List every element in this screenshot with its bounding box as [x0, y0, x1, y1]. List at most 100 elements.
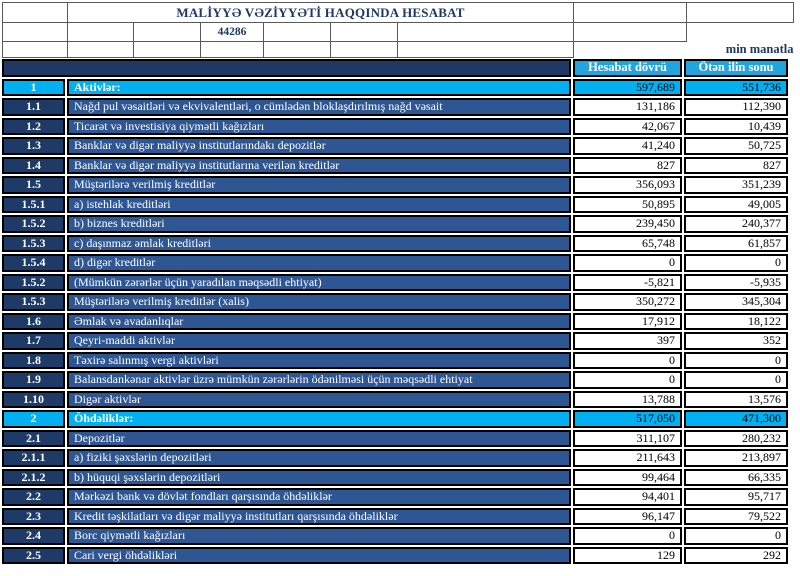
row-current-value-cell: 0	[573, 527, 682, 545]
row-label-cell: a) istehlak kreditləri	[67, 195, 571, 213]
row-current-value-cell: 96,147	[573, 507, 682, 525]
column-header-current: Hesabat dövrü	[573, 59, 682, 77]
top-grid-cell	[330, 41, 398, 58]
table-row: 1.5.4 d) digər kreditlər 0 0	[2, 254, 788, 272]
row-label-cell: Nağd pul vəsaitləri və ekvivalentləri, o…	[67, 98, 571, 116]
row-previous-value-cell: 551,736	[684, 78, 788, 96]
row-number-cell: 1.5.2	[2, 215, 65, 233]
table-row: 2.1.2 b) hüquqi şəxslərin depozitləri 99,4…	[2, 468, 788, 486]
row-current-value-cell: 211,643	[573, 449, 682, 467]
top-grid-cell	[687, 23, 794, 42]
row-previous-value-cell: 10,439	[684, 117, 788, 135]
row-current-value-cell: 99,464	[573, 468, 682, 486]
row-number-cell: 1.5	[2, 176, 65, 194]
row-current-value-cell: 0	[573, 254, 682, 272]
table-row: 1.6 Əmlak və avadanlıqlar 17,912 18,122	[2, 312, 788, 330]
row-previous-value-cell: 240,377	[684, 215, 788, 233]
row-previous-value-cell: 13,576	[684, 390, 788, 408]
table-row: 1.8 Təxirə salınmış vergi aktivləri 0 0	[2, 351, 788, 369]
top-grid-cell	[573, 2, 687, 23]
top-grid-cell	[573, 22, 687, 42]
top-grid-cell	[67, 41, 134, 58]
table-row: 1.7 Qeyri-maddi aktivlər 397 352	[2, 332, 788, 350]
date-serial: 44286	[200, 22, 264, 42]
top-grid-cell	[2, 2, 68, 23]
row-current-value-cell: 239,450	[573, 215, 682, 233]
row-current-value-cell: 17,912	[573, 312, 682, 330]
row-previous-value-cell: 66,335	[684, 468, 788, 486]
table-row: 1.5 Müştərilərə verilmiş kreditlər 356,093…	[2, 176, 788, 194]
top-grid-cell	[397, 22, 574, 42]
row-number-cell: 1.5.3	[2, 293, 65, 311]
table-row: 1.5.3 c) daşınmaz əmlak kreditləri 65,748 6…	[2, 234, 788, 252]
row-label-cell: d) digər kreditlər	[67, 254, 571, 272]
row-previous-value-cell: 61,857	[684, 234, 788, 252]
top-grid-cell	[2, 22, 68, 42]
table-row: 2.1 Depozitlər 311,107 280,232	[2, 429, 788, 447]
row-previous-value-cell: 352	[684, 332, 788, 350]
title-row: MALİYYƏ VƏZİYYƏTİ HAQQINDA HESABAT	[2, 2, 794, 23]
row-previous-value-cell: 351,239	[684, 176, 788, 194]
row-label-cell: Balansdankənar aktivlər üzrə mümkün zərə…	[67, 371, 571, 389]
top-grid-cell	[397, 41, 574, 58]
row-label-cell: Kredit təşkilatları və digər maliyyə ins…	[67, 507, 571, 525]
row-current-value-cell: -5,821	[573, 273, 682, 291]
row-label-cell: b) hüquqi şəxslərin depozitləri	[67, 468, 571, 486]
row-number-cell: 2.2	[2, 488, 65, 506]
row-label-cell: Mərkəzi bank və dövlət fondları qarşısın…	[67, 488, 571, 506]
table-row: 1.2 Ticarət və investisiya qiymətli kağız…	[2, 117, 788, 135]
row-label-cell: Cari vergi öhdəlikləri	[67, 546, 571, 564]
row-label-cell: Qeyri-maddi aktivlər	[67, 332, 571, 350]
row-previous-value-cell: -5,935	[684, 273, 788, 291]
row-previous-value-cell: 827	[684, 156, 788, 174]
column-header-previous: Ötən ilin sonu	[684, 59, 788, 77]
table-row: 2.5 Cari vergi öhdəlikləri 129 292	[2, 546, 788, 564]
row-label-cell: Təxirə salınmış vergi aktivləri	[67, 351, 571, 369]
row-previous-value-cell: 292	[684, 546, 788, 564]
table-row: 1.5.2 b) biznes kreditləri 239,450 240,377	[2, 215, 788, 233]
table-row: 1.5.1 a) istehlak kreditləri 50,895 49,005	[2, 195, 788, 213]
row-current-value-cell: 350,272	[573, 293, 682, 311]
top-grid-cell	[686, 2, 794, 23]
table-row: 1.3 Banklar və digər maliyyə institutları…	[2, 137, 788, 155]
unit-row: min manatla	[2, 41, 794, 58]
row-number-cell: 1.2	[2, 117, 65, 135]
table-row: 2 Öhdəliklər: 517,050 471,300	[2, 410, 788, 428]
table-row: 1.10 Digər aktivlər 13,788 13,576	[2, 390, 788, 408]
row-current-value-cell: 597,689	[573, 78, 682, 96]
row-label-cell: Digər aktivlər	[67, 390, 571, 408]
top-grid-cell	[133, 22, 201, 42]
row-number-cell: 1.3	[2, 137, 65, 155]
row-previous-value-cell: 95,717	[684, 488, 788, 506]
table-row: 1.5.2 (Mümkün zərərlər üçün yaradılan məq…	[2, 273, 788, 291]
top-grid-cell	[200, 41, 264, 58]
table-row: 2.2 Mərkəzi bank və dövlət fondları qarşı…	[2, 488, 788, 506]
table-row: 1 Aktivlər: 597,689 551,736	[2, 78, 788, 96]
table-row: 1.4 Banklar və digər maliyyə institutları…	[2, 156, 788, 174]
header-band-empty-cell	[2, 59, 571, 77]
top-grid-cell	[67, 22, 134, 42]
report-title: MALİYYƏ VƏZİYYƏTİ HAQQINDA HESABAT	[67, 2, 574, 23]
column-header-row: Hesabat dövrü Ötən ilin sonu	[2, 59, 788, 77]
table-row: 1.1 Nağd pul vəsaitləri və ekvivalentləri…	[2, 98, 788, 116]
row-current-value-cell: 0	[573, 371, 682, 389]
row-number-cell: 1.5.3	[2, 234, 65, 252]
row-current-value-cell: 131,186	[573, 98, 682, 116]
row-previous-value-cell: 213,897	[684, 449, 788, 467]
row-number-cell: 1.1	[2, 98, 65, 116]
row-current-value-cell: 0	[573, 351, 682, 369]
row-previous-value-cell: 345,304	[684, 293, 788, 311]
row-number-cell: 1.6	[2, 312, 65, 330]
row-previous-value-cell: 0	[684, 351, 788, 369]
top-grid-cell	[2, 41, 68, 58]
row-label-cell: Aktivlər:	[67, 78, 571, 96]
row-current-value-cell: 129	[573, 546, 682, 564]
table-row: 2.4 Borc qiymətli kağızları 0 0	[2, 527, 788, 545]
row-number-cell: 1.9	[2, 371, 65, 389]
unit-note: min manatla	[725, 42, 794, 57]
top-grid-cell	[330, 22, 398, 42]
row-number-cell: 1.10	[2, 390, 65, 408]
top-header-grid: MALİYYƏ VƏZİYYƏTİ HAQQINDA HESABAT 44286…	[2, 2, 794, 58]
row-label-cell: Borc qiymətli kağızları	[67, 527, 571, 545]
